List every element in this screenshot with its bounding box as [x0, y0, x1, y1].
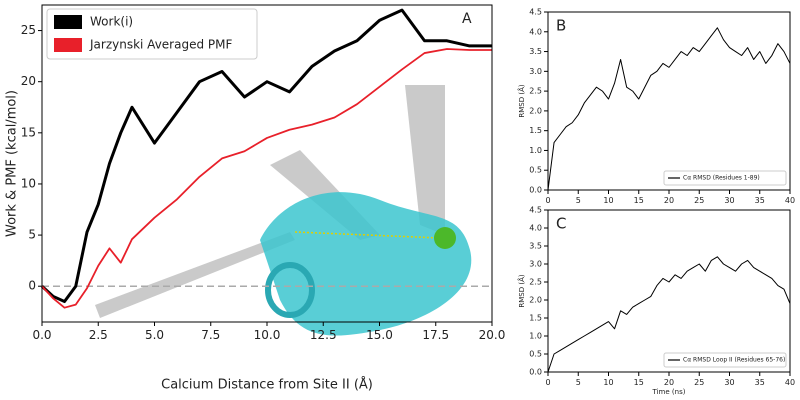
x-tick-label: 0.0	[32, 328, 51, 342]
legend-label: Jarzynski Averaged PMF	[89, 38, 232, 52]
y-tick-label: 4.0	[529, 224, 542, 233]
x-tick-label: 10	[603, 378, 613, 387]
x-tick-label: 0	[545, 196, 550, 205]
y-tick-label: 0.5	[529, 350, 542, 359]
x-tick-label: 5	[576, 378, 581, 387]
x-tick-label: 17.5	[422, 328, 449, 342]
legend-label: Cα RMSD Loop II (Residues 65-76)	[683, 357, 785, 364]
y-tick-label: 3.5	[529, 47, 542, 56]
x-tick-label: 15.0	[366, 328, 393, 342]
y-tick-label: 5	[28, 228, 36, 242]
helix	[265, 262, 315, 318]
x-tick-label: 25	[694, 378, 704, 387]
y-tick-label: 10	[21, 176, 36, 190]
x-tick-label: 35	[755, 378, 765, 387]
legend-label: Cα RMSD (Residues 1-89)	[683, 175, 760, 182]
y-tick-label: 0.0	[529, 186, 542, 195]
y-tick-label: 4.5	[529, 206, 542, 215]
x-tick-label: 20	[664, 378, 674, 387]
x-tick-label: 15	[634, 378, 644, 387]
y-tick-label: 0.5	[529, 166, 542, 175]
y-tick-label: 2.5	[529, 87, 542, 96]
x-tick-label: 7.5	[201, 328, 220, 342]
y-tick-label: 1.0	[529, 332, 542, 341]
y-tick-label: 1.5	[529, 314, 542, 323]
y-tick-label: 1.0	[529, 146, 542, 155]
x-tick-label: 2.5	[89, 328, 108, 342]
legend-label: Work(i)	[90, 15, 133, 29]
y-tick-label: 2.0	[529, 296, 542, 305]
x-axis-label: Calcium Distance from Site II (Å)	[161, 377, 373, 393]
legend-box	[663, 352, 787, 368]
y-tick-label: 3.0	[529, 260, 542, 269]
y-tick-label: 0	[28, 279, 36, 293]
x-tick-label: 5.0	[145, 328, 164, 342]
y-axis-label: RMSD (Å)	[517, 274, 526, 307]
x-tick-label: 30	[724, 196, 734, 205]
x-tick-label: 25	[694, 196, 704, 205]
legend-swatch	[54, 15, 82, 29]
y-tick-label: 25	[21, 23, 36, 37]
y-tick-label: 20	[21, 74, 36, 88]
wedge	[405, 85, 445, 235]
series-line	[40, 8, 492, 304]
panel-label: A	[462, 11, 472, 27]
distance-line	[294, 231, 441, 239]
y-tick-label: 3.5	[529, 242, 542, 251]
series-line	[41, 48, 492, 309]
series-line	[547, 27, 791, 191]
y-axis-label: RMSD (Å)	[517, 84, 526, 117]
y-tick-label: 2.5	[529, 278, 542, 287]
x-tick-label: 10	[603, 196, 613, 205]
series-line	[547, 256, 791, 373]
x-tick-label: 0	[545, 378, 550, 387]
wedge	[95, 232, 295, 318]
x-tick-label: 30	[724, 378, 734, 387]
frame	[547, 209, 791, 373]
x-tick-label: 12.5	[310, 328, 337, 342]
y-tick-label: 2.0	[529, 106, 542, 115]
y-tick-label: 1.5	[529, 126, 542, 135]
panel-label: C	[556, 215, 566, 233]
protein-illustration	[95, 85, 472, 336]
x-tick-label: 35	[755, 196, 765, 205]
panel-label: B	[556, 17, 566, 35]
legend-box	[663, 170, 787, 186]
y-tick-label: 0.0	[529, 368, 542, 377]
frame	[547, 11, 791, 191]
x-tick-label: 20	[664, 196, 674, 205]
x-axis-label: Time (ns)	[652, 388, 686, 396]
legend-swatch	[54, 38, 82, 52]
x-tick-label: 40	[785, 196, 795, 205]
calcium-ion	[434, 227, 456, 249]
x-tick-label: 20.0	[479, 328, 506, 342]
y-tick-label: 3.0	[529, 67, 542, 76]
legend-box	[46, 8, 258, 60]
x-tick-label: 5	[576, 196, 581, 205]
y-tick-label: 15	[21, 125, 36, 139]
y-tick-label: 4.5	[529, 8, 542, 17]
x-tick-label: 15	[634, 196, 644, 205]
x-tick-label: 40	[785, 378, 795, 387]
x-tick-label: 10.0	[254, 328, 281, 342]
frame	[41, 4, 493, 323]
y-tick-label: 4.0	[529, 27, 542, 36]
y-axis-label: Work & PMF (kcal/mol)	[5, 90, 20, 237]
